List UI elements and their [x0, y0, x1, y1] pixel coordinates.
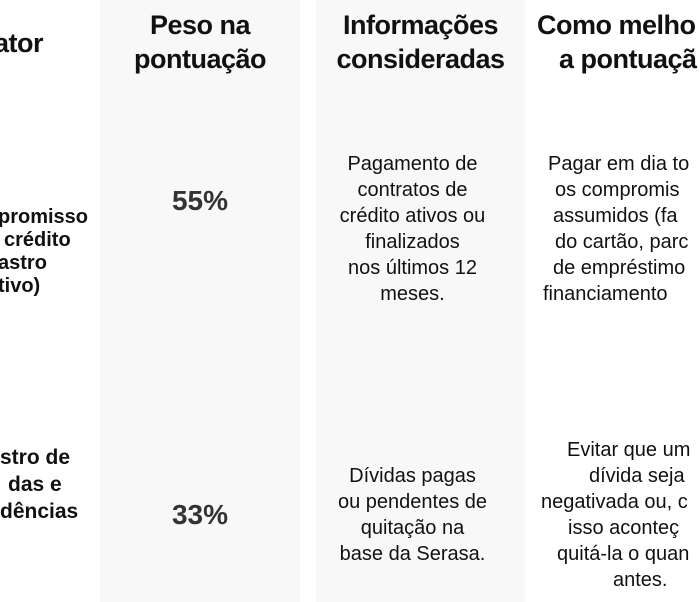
improve-line: dívida seja: [589, 465, 685, 487]
row2-weight: 33%: [171, 499, 229, 530]
row2-info: Dívidas pagas ou pendentes de quitação n…: [316, 463, 509, 567]
info-line: Pagamento de: [347, 153, 478, 175]
info-line: quitação na: [360, 517, 465, 539]
header-weight-line: Peso na: [149, 10, 251, 40]
info-line: contratos de: [357, 179, 468, 201]
factor-line: das e: [8, 473, 62, 496]
header-weight-line: pontuação: [133, 44, 267, 74]
info-line: ou pendentes de: [337, 491, 488, 513]
info-line: nos últimos 12: [348, 257, 477, 279]
info-line: base da Serasa.: [339, 543, 486, 565]
row1-improve: Pagar em dia to os compromis assumidos (…: [543, 151, 690, 307]
info-line: crédito ativos ou: [339, 205, 486, 227]
improve-line: Pagar em dia to: [548, 153, 690, 175]
row1-weight: 55%: [171, 185, 229, 216]
improve-line: os compromis: [555, 179, 680, 201]
improve-line: do cartão, parc: [555, 231, 689, 253]
improve-line: financiamento: [543, 283, 668, 305]
header-weight: Peso na pontuação: [100, 8, 300, 76]
improve-line: quitá-la o quan: [557, 543, 690, 565]
improve-line: Evitar que um: [567, 439, 691, 461]
factor-line: promisso: [0, 206, 89, 228]
column-info: [316, 0, 525, 602]
header-factor: ator: [0, 28, 44, 58]
info-line: meses.: [380, 283, 445, 305]
info-line: Dívidas pagas: [349, 465, 476, 487]
column-weight: [100, 0, 300, 602]
info-line: finalizados: [365, 231, 460, 253]
factor-line: tivo): [0, 275, 41, 297]
improve-line: negativada ou, c: [541, 491, 688, 513]
header-info-line: consideradas: [336, 44, 505, 74]
header-info-line: Informações: [342, 10, 499, 40]
row2-factor: stro de das e dências: [0, 444, 78, 525]
improve-line: antes.: [613, 569, 668, 591]
row1-factor: promisso crédito astro tivo): [0, 206, 88, 298]
header-improve: Como melho a pontuaçã: [537, 8, 697, 76]
improve-line: isso aconteç: [568, 517, 680, 539]
header-improve-line: Como melho: [537, 10, 696, 40]
row1-info: Pagamento de contratos de crédito ativos…: [316, 151, 509, 307]
improve-line: assumidos (fa: [553, 205, 678, 227]
factor-line: stro de: [0, 446, 71, 469]
factor-line: crédito: [4, 229, 71, 251]
header-improve-line: a pontuaçã: [559, 44, 697, 74]
factor-line: dências: [0, 500, 79, 523]
row2-improve: Evitar que um dívida seja negativada ou,…: [540, 437, 690, 593]
factor-line: astro: [0, 252, 47, 274]
header-info: Informações consideradas: [316, 8, 525, 76]
improve-line: de empréstimo: [553, 257, 686, 279]
